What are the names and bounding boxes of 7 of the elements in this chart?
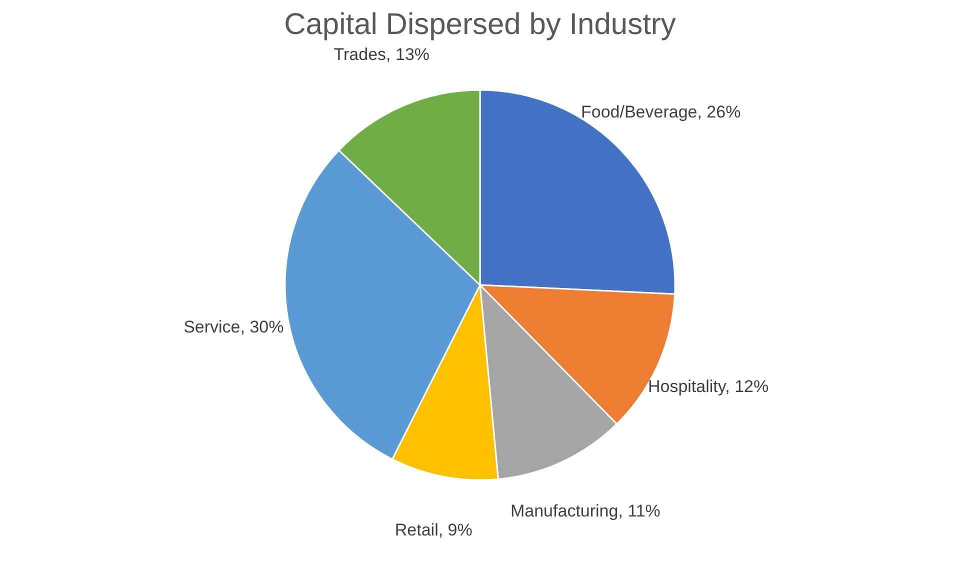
slice-label: Hospitality, 12%: [648, 376, 769, 396]
slice-label: Food/Beverage, 26%: [580, 102, 741, 122]
slice-label: Trades, 13%: [334, 45, 430, 64]
slice-label: Manufacturing, 11%: [510, 502, 660, 521]
slice-label: Retail, 9%: [394, 520, 472, 540]
chart-title: Capital Dispersed by Industry: [284, 8, 676, 42]
slice-label: Service, 30%: [184, 318, 284, 337]
